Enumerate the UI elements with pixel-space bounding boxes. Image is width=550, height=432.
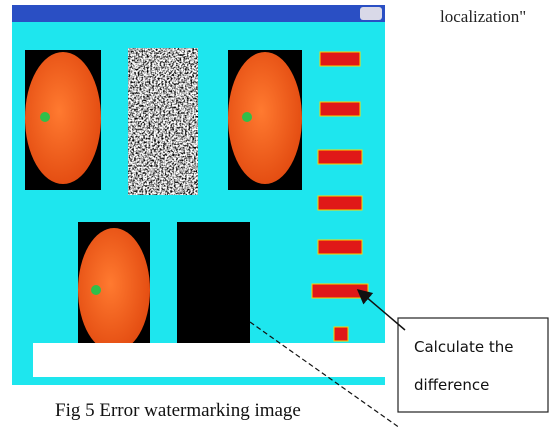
fundus-image [228,50,302,190]
button[interactable] [318,196,362,210]
page: localization" Calculate the difference F… [0,0,550,432]
watermark-noise [128,48,198,195]
snippet: localization" [440,7,526,26]
callout-box [398,318,548,412]
callout-text: Calculate the [414,338,513,356]
close-button[interactable] [360,7,382,20]
fundus-image [78,222,150,352]
button[interactable] [334,327,348,341]
caption: Fig 5 Error watermarking image [55,400,301,421]
fundus-image [25,50,101,190]
button[interactable] [318,150,362,164]
button[interactable] [318,240,362,254]
title-bar [12,5,385,22]
figure: localization" Calculate the difference F… [0,0,550,432]
difference-image [177,222,250,347]
button[interactable] [320,102,360,116]
button[interactable] [320,52,360,66]
overlay [33,343,395,377]
callout-text: difference [414,376,489,394]
